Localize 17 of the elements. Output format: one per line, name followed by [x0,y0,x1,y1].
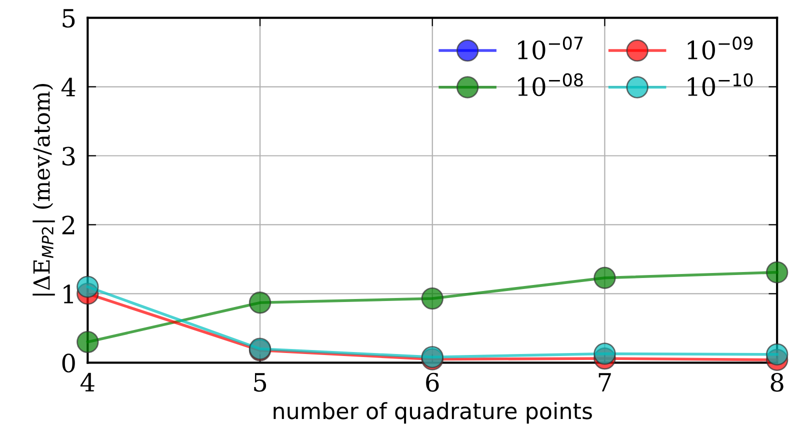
legend-label: 10$^{−08}$ [518,73,583,96]
legend-label: 10$^{−07}$ [518,36,583,60]
x-tick-label: 6 [426,372,439,392]
y-axis-title: |ΔE$_{MP2}$| (mev/atom) [32,84,55,296]
x-tick-label: 5 [254,373,266,392]
y-tick-label: 0 [62,354,75,373]
x-tick-label: 4 [80,372,94,392]
legend-label: 10$^{−10}$ [688,73,753,96]
x-tick-label: 7 [598,373,611,392]
x-axis-title: number of quadrature points [274,402,592,424]
y-tick-label: 3 [62,146,75,166]
y-tick-label: 4 [61,78,76,96]
x-tick-label: 8 [770,372,784,392]
legend-label: 10$^{−09}$ [688,36,753,60]
y-tick-label: 5 [62,9,75,28]
y-tick-label: 2 [62,216,74,234]
y-tick-label: 1 [64,284,74,304]
